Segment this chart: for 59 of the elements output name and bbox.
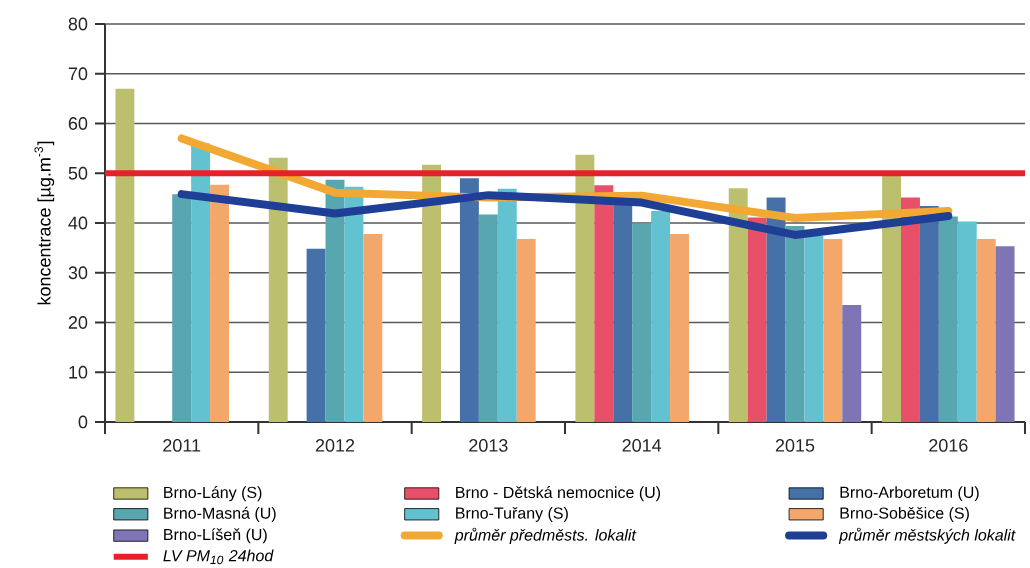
y-axis-title: koncentrace [µg.m$^{-3}$]	[34, 141, 55, 305]
bar	[882, 175, 902, 422]
y-tick-label: 20	[68, 316, 88, 329]
legend-label: Brno - Dětská nemocnice (U)	[456, 486, 661, 502]
bar	[728, 188, 748, 422]
bar	[478, 214, 498, 422]
x-tick-label: 2016	[929, 439, 968, 452]
y-tick-label: 70	[68, 67, 88, 81]
bar	[804, 235, 824, 422]
bar	[938, 216, 958, 422]
x-tick-label: 2014	[622, 439, 662, 452]
bar	[363, 233, 383, 422]
bar	[901, 197, 920, 422]
bar	[670, 233, 689, 422]
bar	[842, 305, 862, 422]
bar	[344, 186, 364, 422]
y-tick-label: 30	[68, 266, 88, 280]
bar	[422, 164, 442, 422]
legend-label: Brno-Soběšice (S)	[840, 506, 969, 522]
y-tick-label: 40	[68, 216, 88, 230]
y-tick-label: 60	[68, 117, 88, 130]
bar	[785, 225, 805, 422]
bar	[172, 194, 192, 422]
x-tick-label: 2015	[775, 439, 815, 452]
legend-label: Brno-Tuřany (S)	[456, 506, 568, 522]
legend-label: Brno-Arboretum (U)	[840, 486, 979, 502]
bar	[957, 221, 977, 422]
y-tick-label: 80	[68, 17, 88, 31]
bar	[516, 238, 536, 422]
y-tick-label: 0	[78, 415, 88, 429]
x-tick-label: 2012	[315, 439, 355, 452]
legend-label: Brno-Lány (S)	[164, 486, 262, 502]
bar	[210, 184, 229, 422]
bar	[575, 154, 595, 422]
legend-label: LV PM$_{10}$ 24hod	[163, 549, 274, 565]
bar	[613, 203, 633, 422]
bar	[268, 157, 288, 422]
bar	[995, 246, 1015, 422]
bar	[919, 206, 939, 422]
bar	[306, 248, 326, 422]
legend-label: Brno-Líšeň (U)	[164, 528, 267, 544]
bar	[497, 188, 517, 422]
x-tick-label: 2013	[469, 439, 508, 452]
bar	[651, 211, 671, 422]
bar	[976, 238, 996, 422]
bar	[632, 223, 652, 422]
bar	[191, 143, 211, 422]
x-tick-label: 2011	[163, 439, 201, 452]
y-tick-label: 10	[69, 365, 88, 379]
bar	[747, 217, 767, 422]
legend-label: průměr městských lokalit	[838, 527, 1016, 544]
legend-label: průměr předměsts. lokalit	[454, 527, 637, 544]
bar	[823, 238, 843, 422]
bar	[459, 178, 479, 422]
y-tick-label: 50	[68, 166, 88, 180]
bar	[115, 88, 135, 422]
legend-label: Brno-Masná (U)	[164, 506, 276, 522]
bar	[594, 185, 614, 422]
bar	[766, 197, 786, 422]
